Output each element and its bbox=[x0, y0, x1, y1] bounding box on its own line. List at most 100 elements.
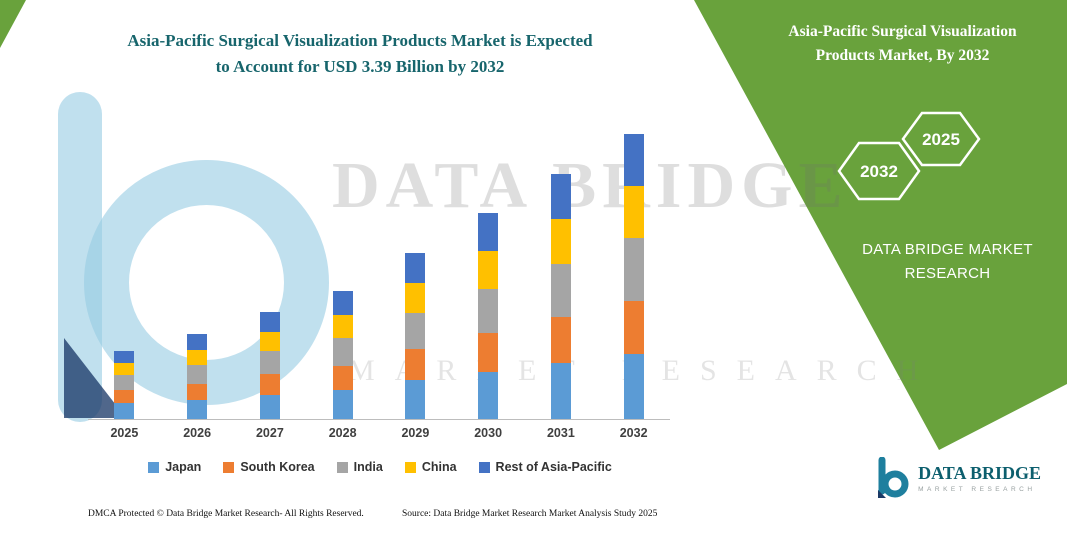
bar-segment-2032-china bbox=[623, 186, 644, 239]
bar-stack-2028 bbox=[332, 291, 353, 419]
bar-column-2031 bbox=[525, 112, 598, 419]
chart-title-line2: to Account for USD 3.39 Billion by 2032 bbox=[215, 56, 505, 76]
hexagon-2025 bbox=[901, 111, 981, 167]
bar-segment-2027-rest-of-asia-pacific bbox=[259, 312, 280, 332]
bar-segment-2025-india bbox=[114, 375, 135, 391]
bar-segment-2032-rest-of-asia-pacific bbox=[623, 134, 644, 187]
bar-segment-2031-japan bbox=[550, 362, 571, 419]
bar-segment-2030-rest-of-asia-pacific bbox=[478, 213, 499, 252]
bar-segment-2026-india bbox=[187, 365, 208, 384]
databridge-footer-logo: DATA BRIDGE MARKET RESEARCH bbox=[875, 457, 1041, 499]
panel-brand-text: DATA BRIDGE MARKET RESEARCH bbox=[835, 238, 1060, 286]
bar-segment-2026-rest-of-asia-pacific bbox=[187, 334, 208, 351]
x-axis-label-2029: 2029 bbox=[401, 426, 430, 440]
bar-segment-2030-india bbox=[478, 288, 499, 334]
bar-segment-2029-japan bbox=[405, 380, 426, 419]
bar-stack-2025 bbox=[114, 350, 135, 419]
panel-heading-line1: Asia-Pacific Surgical Visualization bbox=[788, 23, 1017, 40]
legend-label: Rest of Asia-Pacific bbox=[495, 460, 612, 474]
bar-segment-2027-japan bbox=[259, 394, 280, 419]
bar-segment-2028-japan bbox=[332, 389, 353, 419]
bar-segment-2030-south-korea bbox=[478, 333, 499, 372]
legend-label: India bbox=[353, 460, 383, 474]
bar-column-2029 bbox=[379, 112, 452, 419]
bar-column-2028 bbox=[306, 112, 379, 419]
bar-segment-2031-india bbox=[550, 263, 571, 318]
bar-stack-2026 bbox=[187, 334, 208, 419]
bar-segment-2025-south-korea bbox=[114, 390, 135, 403]
year-hexagon-badges: 2032 2025 bbox=[837, 111, 981, 201]
footer-logo-text: DATA BRIDGE MARKET RESEARCH bbox=[918, 463, 1041, 493]
bar-segment-2026-south-korea bbox=[187, 383, 208, 400]
hexagon-2032 bbox=[837, 141, 921, 201]
bar-stack-2030 bbox=[478, 213, 499, 419]
bar-segment-2032-india bbox=[623, 238, 644, 301]
bar-segment-2029-rest-of-asia-pacific bbox=[405, 252, 426, 284]
chart-title: Asia-Pacific Surgical Visualization Prod… bbox=[80, 28, 640, 79]
bar-segment-2025-japan bbox=[114, 403, 135, 419]
legend-item-south-korea: South Korea bbox=[223, 460, 315, 474]
legend-item-china: China bbox=[404, 460, 457, 474]
bar-segment-2030-japan bbox=[478, 372, 499, 419]
legend: Japan South Korea India China Rest of Asia-P… bbox=[70, 460, 690, 474]
footer-logo-subtitle: MARKET RESEARCH bbox=[918, 486, 1036, 493]
bar-stack-2027 bbox=[259, 312, 280, 419]
bar-segment-2026-china bbox=[187, 350, 208, 366]
x-axis-label-2025: 2025 bbox=[110, 426, 139, 440]
databridge-b-icon bbox=[878, 457, 909, 498]
legend-swatch bbox=[336, 461, 348, 473]
bar-stack-2031 bbox=[550, 173, 571, 419]
x-axis-label-2028: 2028 bbox=[328, 426, 357, 440]
bar-segment-2031-south-korea bbox=[550, 317, 571, 363]
bar-segment-2028-south-korea bbox=[332, 366, 353, 390]
footer-dmca-text: DMCA Protected © Data Bridge Market Rese… bbox=[88, 509, 364, 519]
panel-heading: Asia-Pacific Surgical Visualization Prod… bbox=[735, 20, 1067, 68]
legend-swatch bbox=[148, 461, 160, 473]
legend-swatch bbox=[478, 461, 490, 473]
legend-label: South Korea bbox=[240, 460, 315, 474]
watermark-databridge: DATA BRIDGE bbox=[332, 149, 849, 222]
bar-segment-2032-japan bbox=[623, 353, 644, 419]
bar-segment-2025-china bbox=[114, 362, 135, 376]
panel-brand-line1: DATA BRIDGE MARKET bbox=[862, 241, 1033, 258]
bar-column-2025 bbox=[88, 112, 161, 419]
plot-area bbox=[88, 112, 670, 420]
legend-label: Japan bbox=[165, 460, 202, 474]
legend-item-rest-of-asia-pacific: Rest of Asia-Pacific bbox=[478, 460, 612, 474]
x-axis-label-2026: 2026 bbox=[183, 426, 212, 440]
bar-column-2030 bbox=[452, 112, 525, 419]
bar-segment-2028-rest-of-asia-pacific bbox=[332, 291, 353, 315]
bar-segment-2029-china bbox=[405, 283, 426, 314]
bar-segment-2028-india bbox=[332, 338, 353, 367]
bar-stack-2029 bbox=[405, 252, 426, 419]
x-axis-label-2032: 2032 bbox=[619, 426, 648, 440]
bar-segment-2030-china bbox=[478, 251, 499, 289]
x-axis-label-2027: 2027 bbox=[255, 426, 284, 440]
legend-label: China bbox=[421, 460, 457, 474]
legend-item-japan: Japan bbox=[148, 460, 201, 474]
legend-swatch bbox=[223, 461, 235, 473]
panel-heading-line2: Products Market, By 2032 bbox=[815, 47, 990, 65]
legend-item-india: India bbox=[336, 460, 383, 474]
bar-column-2027 bbox=[234, 112, 307, 419]
bar-column-2026 bbox=[161, 112, 234, 419]
footer-logo-title: DATA BRIDGE bbox=[918, 463, 1041, 483]
footer-source-text: Source: Data Bridge Market Research Mark… bbox=[402, 509, 658, 519]
bar-segment-2026-japan bbox=[187, 399, 208, 419]
x-axis: 2025 2026 2027 2028 2029 2030 2031 2032 bbox=[88, 426, 670, 440]
bar-segment-2032-south-korea bbox=[623, 300, 644, 354]
bar-column-2032 bbox=[597, 112, 670, 419]
bar-segment-2029-south-korea bbox=[405, 349, 426, 381]
x-axis-label-2031: 2031 bbox=[546, 426, 575, 440]
bar-segment-2027-china bbox=[259, 331, 280, 351]
bar-segment-2027-south-korea bbox=[259, 374, 280, 395]
bar-stack-2032 bbox=[623, 134, 644, 419]
panel-brand-line2: RESEARCH bbox=[904, 265, 991, 282]
bar-segment-2031-china bbox=[550, 219, 571, 264]
chart-title-line1: Asia-Pacific Surgical Visualization Prod… bbox=[127, 31, 593, 50]
bar-segment-2028-china bbox=[332, 314, 353, 339]
badge-2025-label: 2025 bbox=[922, 130, 960, 149]
bar-segment-2027-india bbox=[259, 350, 280, 375]
bar-segment-2031-rest-of-asia-pacific bbox=[550, 173, 571, 220]
bar-segment-2025-rest-of-asia-pacific bbox=[114, 350, 135, 363]
